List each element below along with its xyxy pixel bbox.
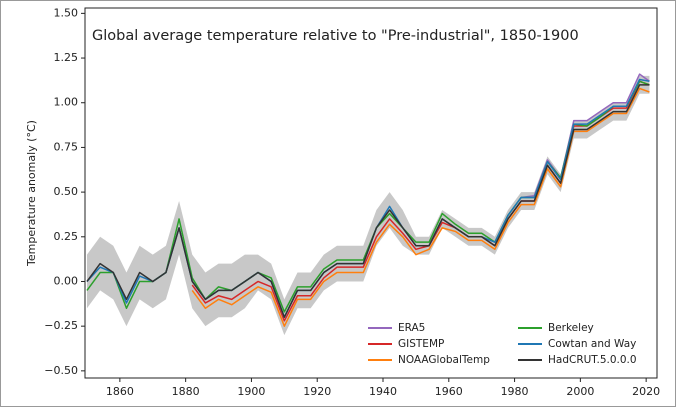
series-line — [86, 84, 650, 318]
legend-label: Cowtan and Way — [548, 338, 636, 350]
x-tick-label: 1960 — [435, 385, 463, 398]
y-tick-label: 1.25 — [54, 51, 79, 64]
y-tick-label: 0.00 — [54, 274, 79, 287]
legend-label: ERA5 — [398, 322, 425, 334]
uncertainty-band — [86, 75, 650, 336]
x-tick-label: 1940 — [369, 385, 397, 398]
chart-title: Global average temperature relative to "… — [92, 28, 579, 44]
x-tick-label: 1980 — [501, 385, 529, 398]
legend-label: Berkeley — [548, 322, 594, 334]
plot-area — [84, 7, 658, 379]
x-tick-label: 2000 — [566, 385, 594, 398]
y-axis-label: Temperature anomaly (°C) — [25, 120, 38, 267]
y-tick-label: 0.75 — [54, 140, 79, 153]
x-tick-label: 1920 — [303, 385, 331, 398]
legend-label: NOAAGlobalTemp — [398, 354, 490, 366]
series-line — [191, 87, 650, 327]
y-tick-label: −0.25 — [44, 319, 78, 332]
x-tick-label: 2020 — [632, 385, 660, 398]
legend-label: GISTEMP — [398, 338, 444, 350]
legend-label: HadCRUT.5.0.0.0 — [548, 354, 637, 366]
x-tick-label: 1860 — [106, 385, 134, 398]
x-tick-label: 1880 — [172, 385, 200, 398]
series-line — [191, 80, 650, 322]
y-tick-label: −0.50 — [44, 364, 78, 377]
y-tick-label: 1.00 — [54, 96, 79, 109]
y-tick-label: 0.25 — [54, 230, 79, 243]
x-tick-label: 1900 — [237, 385, 265, 398]
y-tick-label: 1.50 — [54, 6, 79, 19]
y-tick-label: 0.50 — [54, 185, 79, 198]
